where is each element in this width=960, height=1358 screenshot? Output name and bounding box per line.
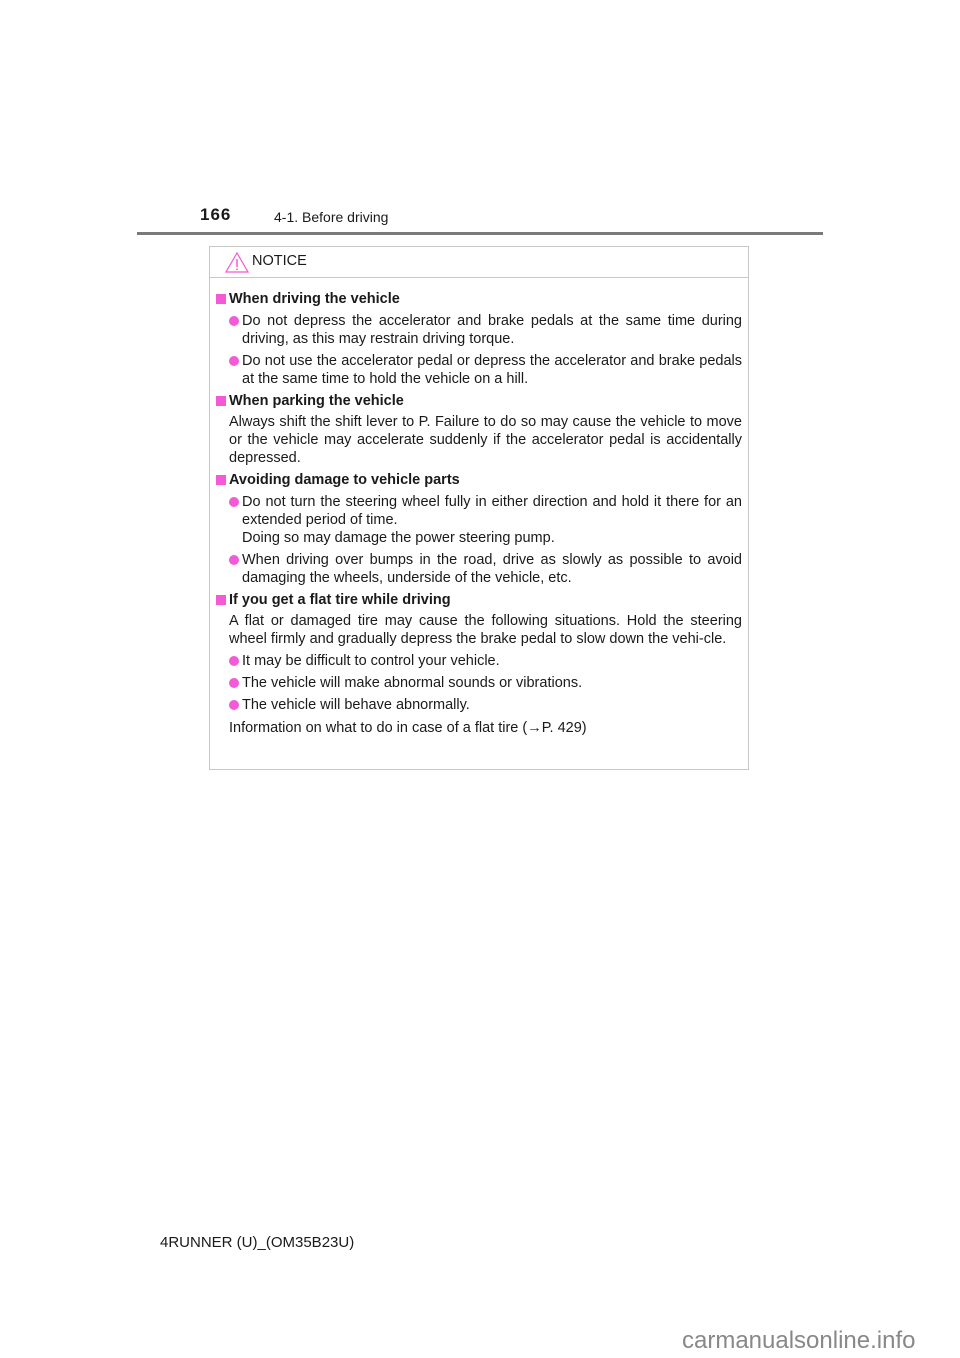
watermark: carmanualsonline.info bbox=[682, 1327, 916, 1354]
bullet-icon bbox=[229, 700, 239, 710]
bullet-icon bbox=[229, 678, 239, 688]
bullet-icon bbox=[229, 316, 239, 326]
notice-title: NOTICE bbox=[252, 253, 307, 269]
model-footer: 4RUNNER (U)_(OM35B23U) bbox=[160, 1234, 355, 1251]
square-bullet-icon bbox=[216, 294, 226, 304]
bullet-icon bbox=[229, 555, 239, 565]
bullet-icon bbox=[229, 356, 239, 366]
square-bullet-icon bbox=[216, 595, 226, 605]
bullet-icon bbox=[229, 497, 239, 507]
list-item: The vehicle will make abnormal sounds or… bbox=[229, 674, 742, 692]
heading-damage: Avoiding damage to vehicle parts bbox=[216, 471, 742, 489]
list-item: It may be difficult to control your vehi… bbox=[229, 652, 742, 670]
list-item: When driving over bumps in the road, dri… bbox=[229, 551, 742, 587]
list-item: Do not turn the steering wheel fully in … bbox=[229, 493, 742, 547]
warning-triangle-icon bbox=[225, 252, 249, 273]
list-item: Do not use the accelerator pedal or depr… bbox=[229, 352, 742, 388]
notice-header: NOTICE bbox=[210, 247, 748, 278]
list-item: The vehicle will behave abnormally. bbox=[229, 696, 742, 714]
page-number: 166 bbox=[200, 205, 232, 224]
heading-driving: When driving the vehicle bbox=[216, 290, 742, 308]
heading-flat-tire: If you get a flat tire while driving bbox=[216, 591, 742, 609]
bullet-icon bbox=[229, 656, 239, 666]
flat-tire-reference: Information on what to do in case of a f… bbox=[229, 720, 587, 736]
heading-parking: When parking the vehicle bbox=[216, 392, 742, 410]
square-bullet-icon bbox=[216, 396, 226, 406]
list-item: Do not depress the accelerator and brake… bbox=[229, 312, 742, 348]
paragraph: Always shift the shift lever to P. Failu… bbox=[229, 414, 742, 466]
notice-content: When driving the vehicle Do not depress … bbox=[210, 278, 748, 737]
header-divider bbox=[137, 232, 823, 235]
notice-box: NOTICE When driving the vehicle Do not d… bbox=[209, 246, 749, 770]
square-bullet-icon bbox=[216, 475, 226, 485]
paragraph: A flat or damaged tire may cause the fol… bbox=[229, 613, 742, 647]
section-title: 4-1. Before driving bbox=[274, 209, 389, 225]
